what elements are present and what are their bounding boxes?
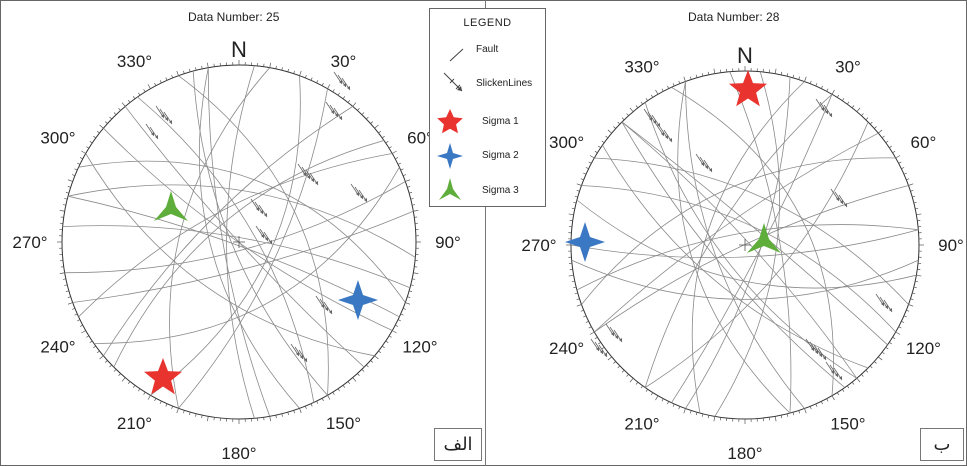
degree-label: 270° [521,236,556,255]
fault-arc [78,153,393,318]
panel-b-title: Data Number: 28 [688,10,780,24]
fault-arc [64,181,406,274]
degree-label: 300° [549,133,584,152]
legend-slickenlines-label: SlickenLines [476,78,533,89]
three-point-star-icon [439,178,461,200]
fault-arc [576,199,917,289]
fault-arc [594,185,909,333]
legend-panel: LEGEND Fault SlickenLines Sigma 1 Sigma … [429,8,546,207]
degree-label: 210° [624,414,659,433]
fault-arc [671,86,834,396]
sigma1-star [144,358,182,395]
degree-label: 330° [624,58,659,77]
panel-divider [485,0,486,466]
star-icon [437,109,463,134]
degree-label: 150° [326,414,361,433]
fault-arc [103,106,354,357]
fault-arc [581,157,896,305]
fault-arc [570,229,919,259]
degree-label: 30° [331,52,357,71]
fault-arc [685,76,791,409]
fault-arc [621,121,888,346]
degree-label: 120° [402,338,437,357]
fault-arc [621,121,858,379]
fault-arc [78,160,406,303]
legend-sigma3-label: Sigma 3 [482,185,519,196]
degree-label: 240° [40,338,75,357]
fault-arc [729,71,792,414]
stereonet-a: N 30° 60° 90° 120° 150° 180° 210° 240° 270° 300° 33… [12,37,460,463]
degree-label: 90° [435,233,461,252]
fault-arc [198,67,300,409]
legend-sigma1-label: Sigma 1 [482,116,519,127]
fault-arc [178,75,329,396]
fault-arc [571,259,919,300]
fault-arc [621,121,846,388]
fault-arc [677,81,791,414]
panel-a-tag: الف [434,428,482,461]
fault-arc [67,184,416,258]
sigma3-star [154,191,188,221]
fault-arc [85,153,375,357]
fault-arc [192,70,328,396]
legend-sigma2-label: Sigma 2 [482,150,519,161]
degree-label: 240° [549,339,584,358]
panel-b-tag: ب [920,428,964,461]
degree-ticks [57,60,421,424]
slickenlines [590,98,893,381]
fault-arc [644,121,869,388]
fault-arc [62,225,411,289]
north-label: N [231,37,247,62]
legend-symbols [437,48,464,200]
sigma2-star [565,222,605,262]
fault-arc [207,67,271,417]
degree-label: 60° [911,133,937,152]
degree-label: 180° [727,444,762,463]
legend-fault-label: Fault [476,44,499,55]
fault-arc [137,96,315,403]
fault-arc [685,81,805,409]
degree-label: 60° [407,129,433,148]
degree-label: 330° [117,52,152,71]
fault-arc [644,94,833,388]
fault-arc [113,140,385,368]
fault-arc [124,106,365,368]
stereonet-b: N 30° 60° 90° 120° 150° 180° 210° 240° 270° 300° 33… [521,43,963,463]
sigma2-star [338,280,378,320]
panel-a-title: Data Number: 25 [188,10,280,24]
fault-arc [576,224,919,291]
fault-arc [93,167,400,344]
sigma3-star [747,223,781,253]
sigma1-star [729,70,767,107]
degree-label: 210° [117,414,152,433]
fault-arc [72,210,414,303]
degree-label: 120° [906,339,941,358]
fault-arc [671,94,833,403]
fault-arc [169,67,271,409]
degree-ticks [566,66,924,424]
degree-label: 30° [835,58,861,77]
fault-planes [62,65,416,419]
legend-title: LEGEND [463,17,512,29]
fault-arc [594,157,909,305]
north-label: N [737,43,753,68]
degree-label: 300° [40,129,75,148]
fault-arc [594,132,879,333]
fault-line-icon [449,48,464,62]
degree-label: 150° [830,414,865,433]
degree-label: 270° [12,233,47,252]
four-point-star-icon [437,143,463,169]
fault-arc [226,65,255,419]
slickenline-icon [443,72,463,92]
fault-arc [150,75,301,396]
slickenlines [145,71,368,363]
fault-arc [178,88,328,409]
degree-label: 90° [938,236,964,255]
fault-arc [602,144,869,369]
degree-label: 180° [221,444,256,463]
fault-arc [691,81,805,414]
